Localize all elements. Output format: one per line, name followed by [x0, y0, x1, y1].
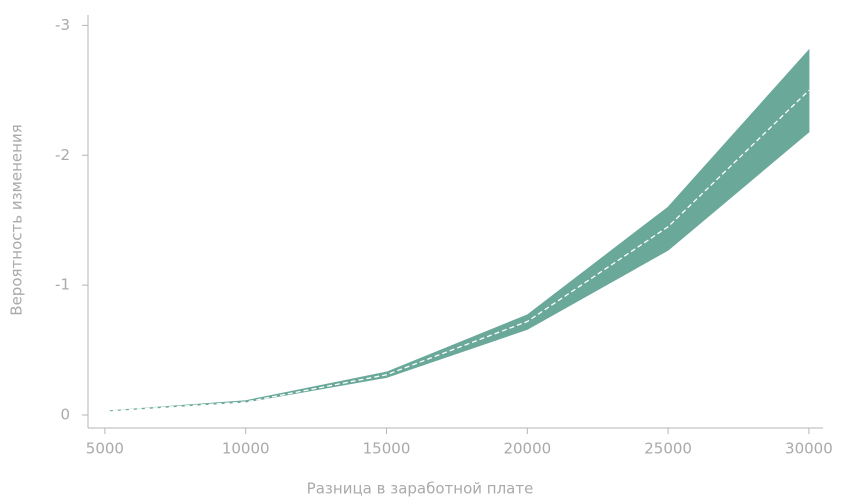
x-tick-label: 10000 [222, 440, 270, 458]
y-tick-label: 0 [60, 406, 70, 424]
mean-line [104, 89, 810, 412]
x-tick-label: 5000 [86, 440, 124, 458]
y-tick-label: -3 [55, 16, 70, 34]
x-axis-title: Разница в заработной плате [307, 480, 534, 498]
confidence-band [104, 48, 810, 412]
x-tick-label: 25000 [644, 440, 692, 458]
y-tick-label: -2 [55, 146, 70, 164]
y-tick-label: -1 [55, 276, 70, 294]
y-axis-title: Вероятность изменения [8, 124, 26, 315]
x-tick-label: 20000 [503, 440, 551, 458]
x-tick-label: 30000 [785, 440, 833, 458]
x-tick-label: 15000 [363, 440, 411, 458]
